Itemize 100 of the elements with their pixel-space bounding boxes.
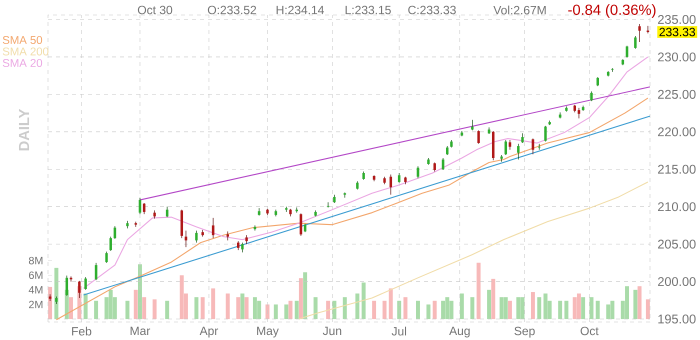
y2-tick-label: 8M: [28, 256, 42, 264]
bar: [589, 297, 594, 320]
candlestick: [184, 230, 188, 248]
text: C:233.33: [408, 6, 456, 14]
bar: [252, 297, 257, 320]
bar: [426, 304, 430, 320]
bar: [152, 299, 157, 320]
bar: [326, 300, 330, 320]
candlestick: [578, 108, 580, 119]
bar: [432, 300, 437, 320]
bar: [530, 292, 535, 320]
candlestick: [626, 45, 628, 58]
candlestick: [398, 172, 400, 184]
x-tick-label: Mar: [130, 326, 150, 336]
candlestick: [195, 230, 198, 243]
y-tick-label: 220.00: [658, 127, 696, 136]
candlestick: [241, 242, 244, 253]
bar: [544, 293, 548, 320]
bar: [372, 300, 376, 320]
x-tick-label: Jun: [322, 326, 342, 336]
bar: [520, 297, 524, 320]
bar: [362, 282, 366, 320]
x-tick-label: Apr: [200, 326, 218, 338]
bar: [638, 286, 642, 320]
x-tick-label: Jul: [392, 326, 406, 336]
bar: [625, 286, 629, 320]
bar: [558, 300, 562, 320]
text: H:234.14: [276, 6, 324, 14]
bar: [516, 297, 520, 320]
candlestick: [521, 132, 524, 144]
y-tick-label: 235.00: [658, 15, 696, 24]
candlestick: [471, 119, 474, 131]
y2-tick-label: 2M: [29, 300, 42, 308]
bar: [581, 297, 586, 320]
y-tick-label: 215.00: [658, 164, 696, 174]
bar: [288, 300, 292, 320]
x-tick-label: Aug: [449, 326, 470, 338]
candlestick: [442, 158, 444, 170]
line-series: [298, 181, 648, 320]
x-tick-label: Feb: [72, 326, 92, 336]
bar: [416, 300, 420, 320]
bar: [284, 304, 288, 320]
x-tick-label: Oct: [580, 326, 599, 336]
candlestick: [142, 202, 146, 215]
bar: [646, 299, 650, 320]
y-tick-label: 195.00: [658, 314, 696, 324]
bar: [257, 300, 262, 320]
candlestick: [212, 218, 214, 238]
candlestick: [638, 24, 641, 42]
text: SMA 200: [2, 47, 48, 56]
bar: [226, 293, 230, 320]
bar: [606, 304, 610, 320]
bar: [500, 297, 504, 320]
candlestick: [634, 36, 637, 50]
bar: [487, 290, 492, 320]
bar: [236, 297, 240, 320]
text: Vol:2.67M: [493, 6, 546, 14]
bar: [610, 300, 614, 320]
bar: [633, 290, 638, 320]
y-tick-label: 205.00: [658, 240, 696, 249]
bar: [476, 262, 481, 320]
candlestick: [508, 140, 512, 150]
bar: [537, 297, 542, 320]
annotation: 233.33: [659, 28, 696, 36]
bar: [460, 293, 464, 320]
bar: [564, 300, 568, 320]
candlestick: [477, 130, 480, 144]
x-tick-label: Sep: [514, 326, 535, 338]
bar: [355, 293, 360, 320]
candlestick: [138, 197, 142, 215]
text: SMA 20: [2, 58, 42, 68]
candlestick: [390, 174, 392, 196]
bar: [274, 304, 278, 320]
text: L:233.15: [346, 6, 391, 14]
bar: [332, 300, 336, 320]
bar: [403, 297, 408, 320]
bar: [211, 288, 216, 320]
y-tick-label: 225.00: [658, 90, 696, 99]
candlestick: [532, 138, 534, 155]
y2-tick-label: 6M: [29, 271, 42, 279]
bar: [165, 300, 170, 320]
text: O:233.52: [208, 6, 256, 14]
bar: [244, 297, 249, 320]
y-tick-label: 200.00: [658, 277, 696, 286]
bar: [342, 297, 347, 320]
bar: [303, 272, 308, 320]
bar: [194, 297, 198, 320]
bar: [449, 300, 454, 320]
candlestick: [544, 125, 547, 142]
bar: [298, 278, 303, 320]
candlestick: [590, 91, 593, 102]
bar: [240, 293, 244, 320]
x-tick-label: May: [257, 326, 279, 338]
bar: [314, 297, 318, 320]
bar: [470, 297, 474, 320]
bar: [491, 278, 496, 320]
bar: [200, 297, 205, 320]
bar: [576, 293, 581, 320]
candlestick: [166, 206, 168, 218]
text: SMA 50: [2, 36, 42, 44]
